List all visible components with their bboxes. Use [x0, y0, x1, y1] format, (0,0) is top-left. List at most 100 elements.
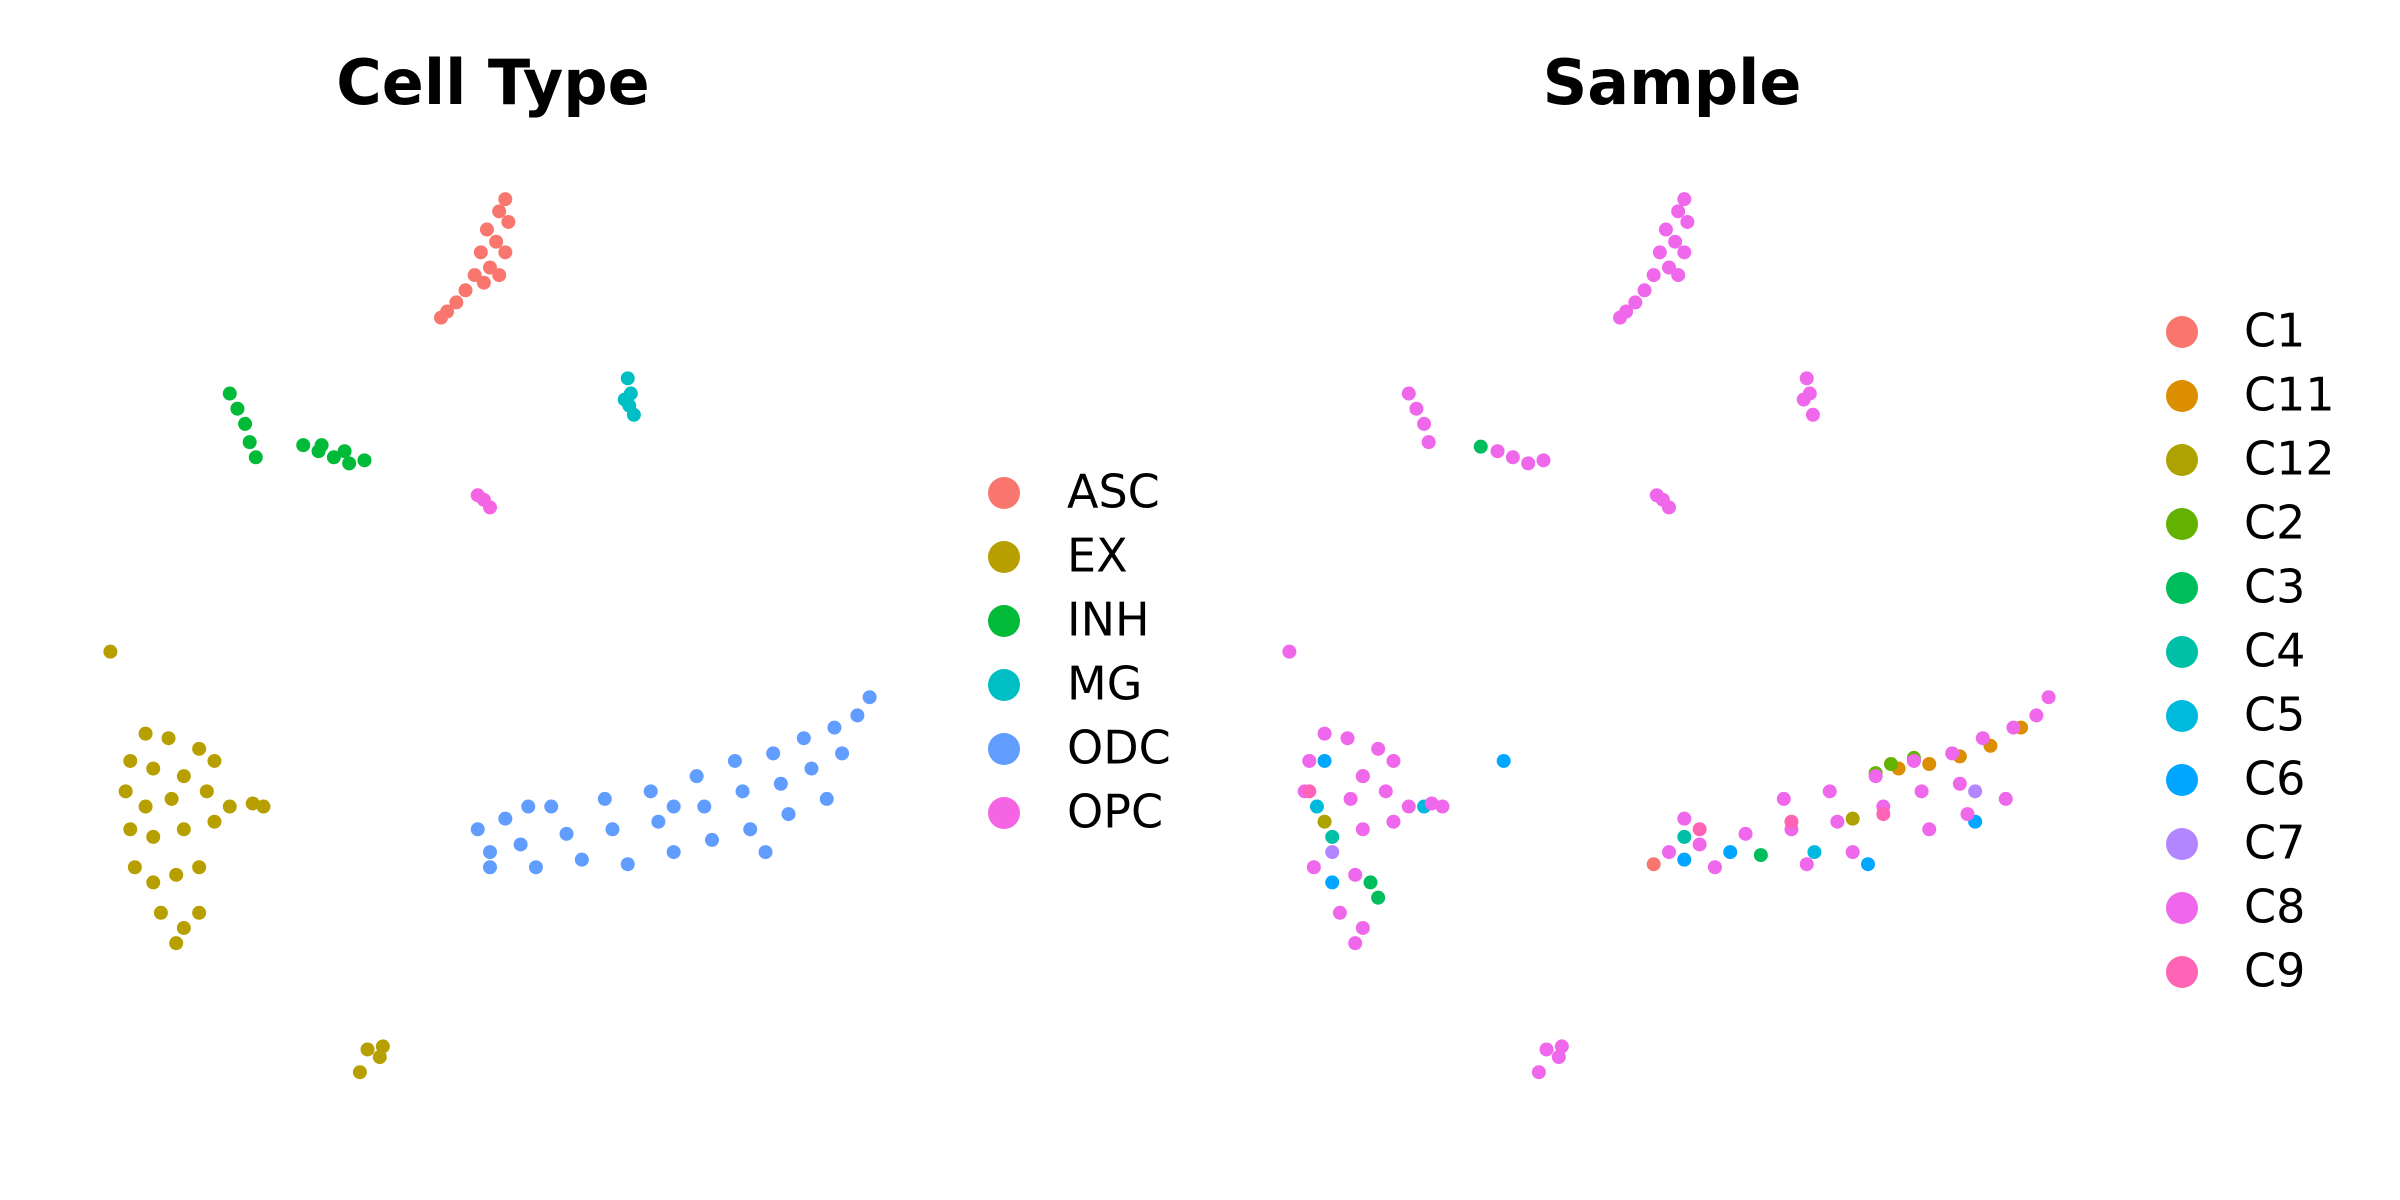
point — [458, 283, 473, 298]
legend-marker — [2166, 636, 2198, 668]
point — [1536, 453, 1551, 468]
point — [1401, 386, 1416, 401]
point — [192, 741, 207, 756]
point — [470, 822, 485, 837]
point — [1677, 811, 1692, 826]
point — [2006, 720, 2021, 735]
point — [207, 814, 222, 829]
point — [1753, 848, 1768, 863]
point — [1628, 295, 1643, 310]
point — [1317, 753, 1332, 768]
legend-label: C9 — [2244, 944, 2305, 998]
legend-label: C3 — [2244, 560, 2305, 614]
point — [735, 784, 750, 799]
point — [192, 860, 207, 875]
legend-marker — [2166, 892, 2198, 924]
legend-marker — [988, 541, 1020, 573]
point — [597, 791, 612, 806]
point — [146, 829, 161, 844]
point — [620, 857, 635, 872]
point — [483, 500, 497, 515]
point — [146, 761, 161, 776]
point — [1551, 1050, 1566, 1065]
point — [1613, 310, 1628, 325]
point — [1922, 757, 1937, 772]
point — [1883, 757, 1898, 772]
point — [1340, 731, 1355, 746]
point — [1435, 799, 1450, 814]
point — [337, 444, 352, 459]
point — [1421, 435, 1436, 450]
chart-title: Cell Type — [336, 46, 649, 119]
point — [498, 245, 513, 260]
point — [544, 799, 559, 814]
point — [1668, 234, 1683, 249]
legend-marker — [988, 605, 1020, 637]
point — [1738, 826, 1753, 841]
point — [138, 726, 153, 741]
point — [123, 822, 138, 837]
point — [1845, 845, 1860, 860]
point — [1417, 416, 1432, 431]
point — [1386, 814, 1401, 829]
point — [1325, 829, 1340, 844]
point — [199, 784, 214, 799]
legend-marker — [988, 733, 1020, 765]
point — [651, 814, 666, 829]
point — [164, 791, 179, 806]
point — [643, 784, 658, 799]
point — [375, 1039, 390, 1054]
point — [1473, 439, 1488, 454]
point — [1671, 204, 1686, 219]
point — [1386, 753, 1401, 768]
chart-title: Sample — [1543, 46, 1802, 119]
point — [804, 761, 819, 776]
point — [1960, 807, 1975, 822]
point — [1355, 769, 1370, 784]
point — [743, 822, 758, 837]
point — [1302, 784, 1317, 799]
legend-label: C6 — [2244, 752, 2305, 806]
point — [1662, 500, 1676, 515]
point — [1401, 799, 1416, 814]
legend-label: C11 — [2244, 368, 2335, 422]
point — [1658, 222, 1673, 237]
point — [1646, 268, 1661, 283]
point — [605, 822, 620, 837]
point — [1868, 769, 1883, 784]
point — [850, 708, 865, 723]
legend-label: C1 — [2244, 304, 2305, 358]
point — [1378, 784, 1393, 799]
point — [2041, 690, 2056, 705]
point — [1521, 456, 1536, 471]
point — [1861, 857, 1875, 872]
legend-marker — [988, 797, 1020, 829]
point — [1302, 753, 1317, 768]
point — [176, 769, 191, 784]
point — [1914, 784, 1929, 799]
point — [1945, 746, 1960, 761]
point — [372, 1050, 387, 1065]
point — [1692, 837, 1707, 852]
point — [473, 245, 488, 260]
point — [1776, 791, 1791, 806]
point — [766, 746, 781, 761]
legend-label: C12 — [2244, 432, 2335, 486]
legend-label: ODC — [1067, 721, 1171, 775]
legend-marker — [2166, 380, 2198, 412]
point — [727, 753, 742, 768]
legend-label: C2 — [2244, 496, 2305, 550]
point — [360, 1042, 375, 1057]
point — [620, 371, 635, 386]
point — [1677, 192, 1692, 207]
point — [138, 799, 153, 814]
point — [1652, 245, 1667, 260]
point — [169, 936, 184, 951]
point — [489, 234, 504, 249]
point — [238, 416, 253, 431]
point — [1355, 920, 1370, 935]
point — [1796, 392, 1811, 407]
point — [357, 453, 372, 468]
point — [1805, 407, 1820, 422]
point — [1968, 784, 1983, 799]
